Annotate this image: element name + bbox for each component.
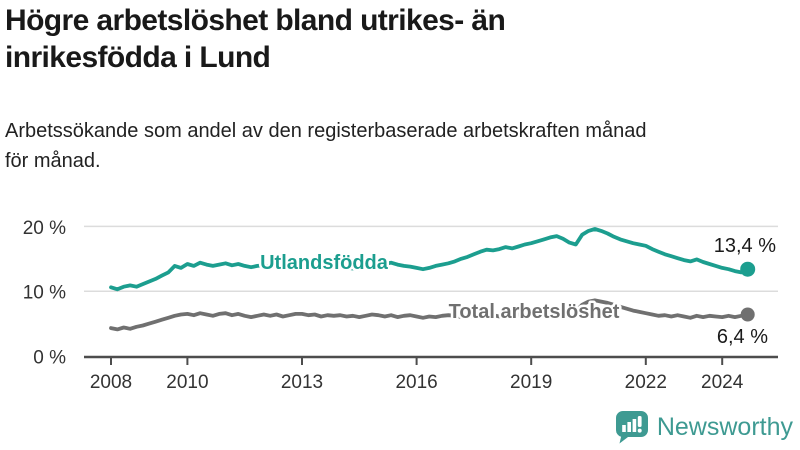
x-axis-ticks: 2008 2010 2013 2016 2019 2022 2024 (90, 357, 744, 393)
page-title: Högre arbetslöshet bland utrikes- än inr… (5, 2, 765, 76)
title-line-1: Högre arbetslöshet bland utrikes- än (5, 4, 506, 37)
series-label-total: Total arbetslöshet (449, 301, 620, 323)
title-line-2: inrikesfödda i Lund (5, 41, 271, 74)
x-tick-label: 2008 (90, 372, 132, 393)
y-tick-label: 10 % (23, 283, 66, 304)
series-label-utlandsfodda: Utlandsfödda (260, 252, 389, 274)
y-tick-label: 20 % (23, 218, 66, 239)
newsworthy-logo[interactable]: Newsworthy (615, 410, 793, 444)
end-value-utlandsfodda: 13,4 % (714, 235, 776, 257)
y-axis-labels: 20 % 10 % 0 % (23, 218, 66, 369)
x-tick-label: 2010 (166, 372, 208, 393)
x-tick-label: 2022 (625, 372, 667, 393)
x-tick-label: 2013 (281, 372, 323, 393)
end-value-total: 6,4 % (717, 326, 768, 348)
chart-subtitle: Arbetssökande som andel av den registerb… (5, 116, 795, 176)
line-total-arbetsloshet (109, 298, 750, 332)
y-tick-label: 0 % (33, 348, 66, 369)
line-utlandsfodda (109, 227, 750, 292)
subtitle-line-2: för månad. (5, 150, 101, 172)
x-tick-label: 2024 (701, 372, 744, 393)
end-dot-total (740, 307, 755, 322)
x-tick-label: 2019 (510, 372, 552, 393)
speech-bubble-bar-chart-icon (615, 411, 648, 444)
gridlines (84, 225, 778, 292)
newsworthy-wordmark: Newsworthy (656, 412, 793, 441)
x-tick-label: 2016 (395, 372, 437, 393)
subtitle-line-1: Arbetssökande som andel av den registerb… (5, 120, 647, 142)
end-dot-utlandsfodda (740, 261, 756, 277)
